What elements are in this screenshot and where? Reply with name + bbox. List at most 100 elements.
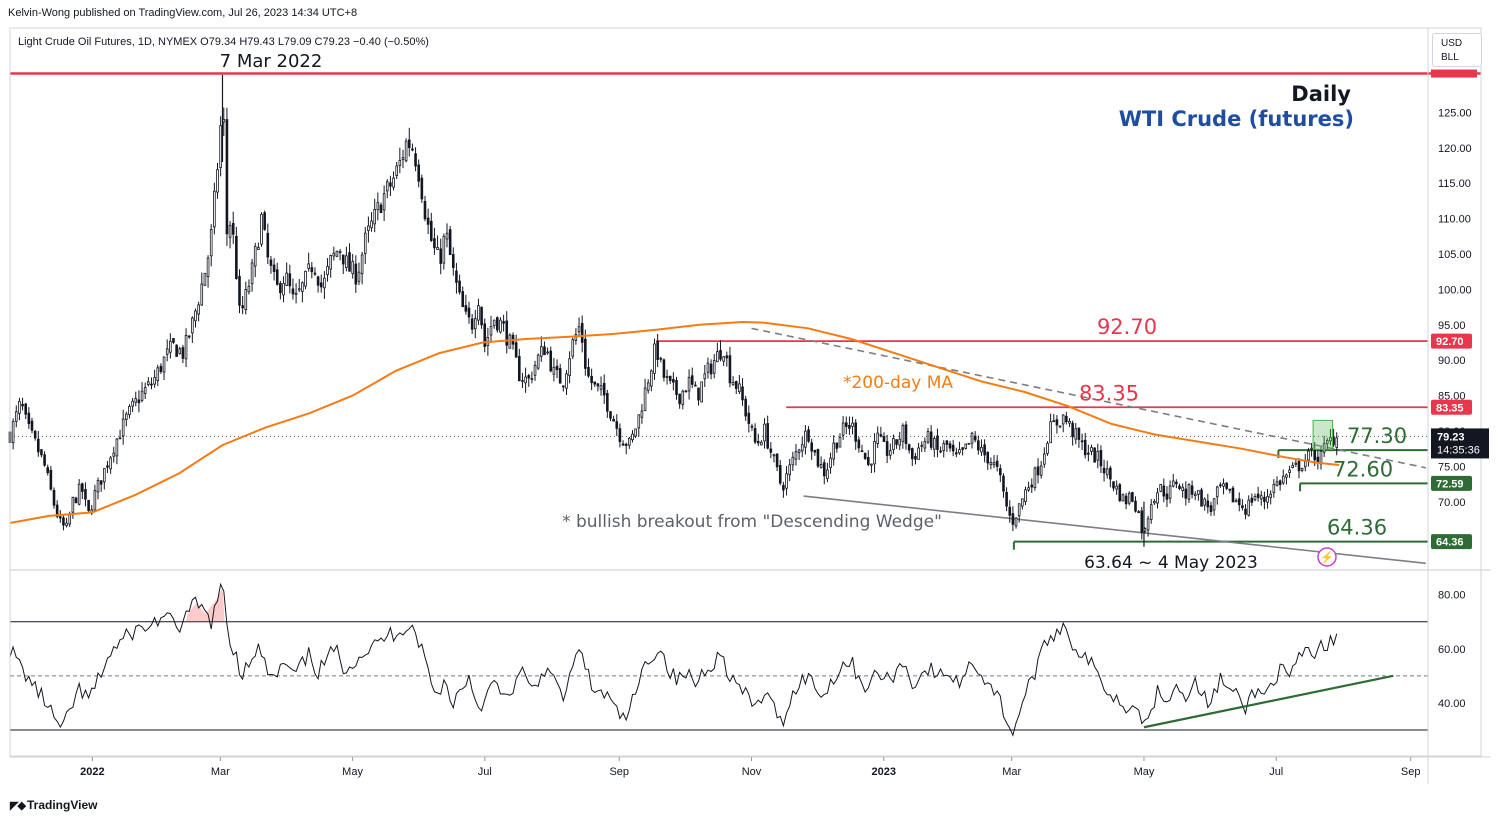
- candle: [235, 226, 238, 280]
- candle: [191, 316, 194, 343]
- candle-body-up: [68, 513, 72, 525]
- candle: [351, 253, 354, 279]
- candle: [584, 329, 587, 376]
- candle-body-up: [153, 376, 156, 385]
- candle-body-down: [483, 323, 487, 347]
- price-tag-bg: [1431, 333, 1472, 349]
- candle: [731, 376, 735, 386]
- candle: [599, 376, 603, 396]
- candle-body-up: [1197, 490, 1200, 495]
- candle: [90, 504, 94, 516]
- time-tick-label: Jul: [478, 766, 492, 778]
- candle-body-up: [103, 468, 106, 483]
- candle-body-down: [1200, 489, 1203, 507]
- candle-body-down: [697, 387, 700, 401]
- candle-body-up: [499, 319, 502, 333]
- candle: [96, 477, 100, 500]
- candle: [668, 375, 672, 384]
- candle-body-down: [914, 455, 917, 460]
- candle-body-down: [1008, 506, 1012, 516]
- candle: [939, 446, 942, 454]
- candle-body-down: [389, 182, 392, 187]
- candle-body-down: [1244, 508, 1247, 515]
- candle: [980, 439, 983, 456]
- candle-body-down: [313, 272, 317, 275]
- currency-label: USD: [1441, 38, 1463, 49]
- price-tag: 92.70: [1431, 333, 1472, 349]
- candle-body-up: [260, 213, 263, 245]
- candle-body-down: [1077, 427, 1081, 440]
- candle-body-up: [712, 360, 716, 374]
- candle-body-up: [1193, 493, 1197, 496]
- candle-body-up: [165, 348, 169, 355]
- candle-body-up: [156, 367, 160, 381]
- candle-body-up: [216, 169, 219, 193]
- candle-body-down: [615, 421, 619, 429]
- candle-body-up: [143, 387, 147, 394]
- candle: [357, 262, 361, 286]
- candle-body-down: [275, 269, 279, 285]
- tradingview-logo[interactable]: ◤◆ TradingView: [10, 798, 97, 812]
- candle-body-down: [36, 438, 40, 453]
- candle-body-up: [1061, 414, 1065, 425]
- candle-body-down: [1102, 467, 1106, 474]
- candle: [1093, 447, 1096, 463]
- price-tag-bg: [1431, 399, 1472, 415]
- candle: [596, 383, 600, 392]
- candle: [536, 353, 540, 371]
- candle-body-down: [756, 440, 760, 444]
- candle-body-down: [866, 456, 870, 465]
- candle: [1146, 515, 1150, 537]
- lightning-icon: ⚡: [1320, 551, 1334, 564]
- candle-body-up: [1039, 465, 1043, 476]
- candle: [804, 425, 807, 455]
- candle: [634, 428, 637, 439]
- candle: [1008, 500, 1012, 523]
- candle: [684, 389, 688, 393]
- candle: [933, 436, 936, 458]
- candle: [219, 116, 222, 177]
- candle-body-up: [1291, 464, 1295, 468]
- candle: [1039, 460, 1043, 479]
- price-tick-label: 100.00: [1438, 284, 1472, 296]
- candle-body-up: [1335, 437, 1339, 448]
- candle: [977, 435, 980, 455]
- rsi-overbought-fill: [185, 586, 225, 622]
- candle-body-up: [1171, 480, 1175, 487]
- candle: [338, 248, 342, 261]
- candle: [876, 426, 880, 449]
- symbol-legend[interactable]: Light Crude Oil Futures, 1D, NYMEX O79.3…: [18, 36, 429, 48]
- candle: [502, 314, 505, 332]
- candle: [1014, 517, 1018, 529]
- candle: [832, 435, 835, 466]
- candle-body-down: [744, 398, 747, 417]
- candle: [1175, 479, 1178, 489]
- currency-box[interactable]: USD BLL: [1432, 33, 1482, 67]
- candle: [1099, 445, 1103, 473]
- candle: [530, 371, 534, 384]
- candle-body-up: [1325, 440, 1329, 445]
- candle-body-up: [162, 356, 166, 373]
- candle-body-down: [951, 444, 955, 452]
- candle-body-up: [1234, 500, 1238, 503]
- candle: [945, 440, 949, 452]
- candle-body-up: [599, 385, 603, 390]
- candle-body-down: [118, 437, 122, 440]
- candle-body-up: [1024, 489, 1027, 502]
- candle: [1275, 476, 1279, 487]
- candle-body-down: [848, 424, 851, 429]
- candle: [1193, 491, 1197, 501]
- candle-body-down: [527, 375, 531, 379]
- event-icon[interactable]: [1317, 547, 1337, 567]
- candle-body-down: [62, 517, 65, 526]
- candle: [741, 378, 744, 406]
- candle: [455, 262, 458, 294]
- candle: [74, 496, 78, 504]
- candle: [260, 212, 263, 247]
- candle: [467, 301, 471, 324]
- candle: [323, 271, 326, 299]
- candle: [197, 301, 200, 322]
- candle: [1027, 481, 1030, 492]
- candle-body-up: [1310, 447, 1313, 450]
- candle: [288, 264, 292, 294]
